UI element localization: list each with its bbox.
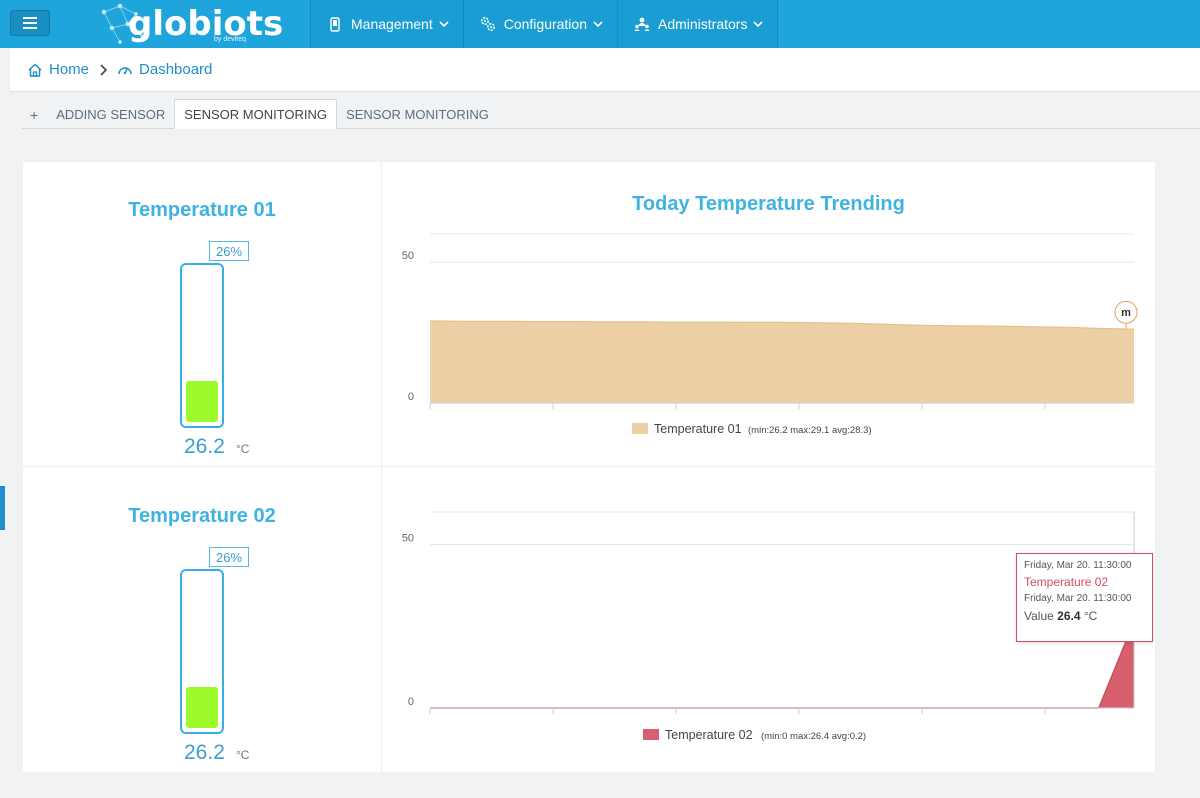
hamburger-menu-button[interactable]: [10, 10, 50, 36]
legend-series-name: Temperature 01: [654, 422, 742, 436]
gears-icon: [480, 16, 496, 32]
gauge-1-value: 26.2: [184, 435, 225, 458]
flag-marker: [1114, 300, 1138, 324]
breadcrumb-dashboard[interactable]: Dashboard: [117, 61, 212, 78]
nav-administrators[interactable]: Administrators: [617, 0, 779, 48]
flag-marker-label: m: [1121, 307, 1131, 319]
gauge-1-unit: °C: [236, 442, 250, 456]
y-tick-label: 50: [402, 533, 414, 545]
tooltip-value-label: Value: [1024, 609, 1054, 623]
home-icon: [28, 62, 42, 77]
legend-series-stats: (min:26.2 max:29.1 avg:28.3): [748, 425, 872, 436]
chevron-down-icon: [753, 21, 764, 28]
globiots-logo[interactable]: globiots by deviteq: [98, 2, 283, 46]
network-logo-graphic: [101, 3, 144, 44]
gauge-2-unit: °C: [236, 748, 250, 762]
nav-administrators-label: Administrators: [658, 16, 748, 32]
legend-swatch: [643, 729, 659, 740]
gauge-2-thermometer: [180, 569, 224, 734]
tab-baseline: [22, 128, 1200, 129]
logo-text: globiots: [128, 4, 284, 44]
logo-subtext: by deviteq: [214, 36, 246, 43]
y-tick-label: 50: [402, 250, 414, 262]
dashboard-gauge-icon: [118, 66, 132, 74]
chevron-down-icon: [593, 21, 603, 28]
legend-series-stats: (min:0 max:26.4 avg:0.2): [761, 731, 866, 742]
gauge-2-title: Temperature 02: [128, 505, 276, 527]
gauge-2-fill: [186, 687, 218, 728]
gauge-2-value: 26.2: [184, 741, 225, 764]
hamburger-icon: [23, 17, 37, 29]
panel-divider-vertical: [381, 162, 382, 772]
breadcrumb-dashboard-label: Dashboard: [139, 61, 213, 78]
add-tab-button[interactable]: +: [30, 106, 39, 123]
y-tick-label: 0: [408, 391, 414, 403]
breadcrumb-home-label: Home: [49, 61, 90, 78]
tab-sensor-monitoring-active[interactable]: SENSOR MONITORING: [174, 99, 338, 129]
tooltip-value-row: Value 26.4 °C: [1024, 609, 1145, 623]
tooltip-unit: °C: [1083, 609, 1098, 623]
tooltip-series-name: Temperature 02: [1024, 575, 1109, 589]
gauge-2-percent: 26%: [209, 547, 249, 567]
nav-configuration-label: Configuration: [503, 16, 587, 32]
device-icon: [327, 16, 343, 32]
trend-chart-title: Today Temperature Trending: [632, 193, 905, 215]
top-bar: globiots by deviteq Management Configura…: [0, 0, 1200, 48]
gauge-1-percent: 26%: [209, 241, 249, 261]
y-tick-label: 0: [408, 696, 414, 708]
legend-swatch: [632, 423, 648, 434]
panel-divider-horizontal: [23, 466, 1155, 467]
chevron-right-icon: [99, 63, 108, 76]
users-icon: [634, 16, 650, 32]
legend-series-name: Temperature 02: [665, 728, 753, 742]
tooltip-date: Friday, Mar 20. 11:30:00: [1024, 560, 1132, 571]
gauge-1-fill: [186, 381, 218, 422]
tab-adding-sensor[interactable]: ADDING SENSOR: [56, 107, 166, 122]
nav-management[interactable]: Management: [310, 0, 463, 48]
temperature-01-chart: 0 50 m Temperature 01 (min:26.2 max:29.1 avg…: [402, 233, 1138, 436]
main-nav: Management Configuration Administrators: [310, 0, 779, 48]
gauge-1-title: Temperature 01: [128, 199, 276, 221]
nav-management-label: Management: [351, 16, 433, 32]
breadcrumb: Home Dashboard: [10, 48, 1200, 92]
gauge-1-thermometer: [180, 263, 224, 428]
chevron-down-icon: [439, 21, 449, 28]
tooltip-value: 26.4: [1057, 609, 1081, 623]
nav-configuration[interactable]: Configuration: [462, 0, 617, 48]
tooltip-date-secondary: Friday, Mar 20. 11:30:00: [1024, 593, 1132, 604]
sidebar-toggle-handle[interactable]: [0, 486, 5, 530]
chart-tooltip: Friday, Mar 20. 11:30:00 Temperature 02 …: [1016, 553, 1153, 642]
breadcrumb-home[interactable]: Home: [27, 61, 89, 78]
dashboard-tabs: + ADDING SENSOR SENSOR MONITORING SENSOR…: [22, 99, 498, 129]
tab-sensor-monitoring[interactable]: SENSOR MONITORING: [346, 107, 489, 122]
series-area: [430, 321, 1134, 403]
